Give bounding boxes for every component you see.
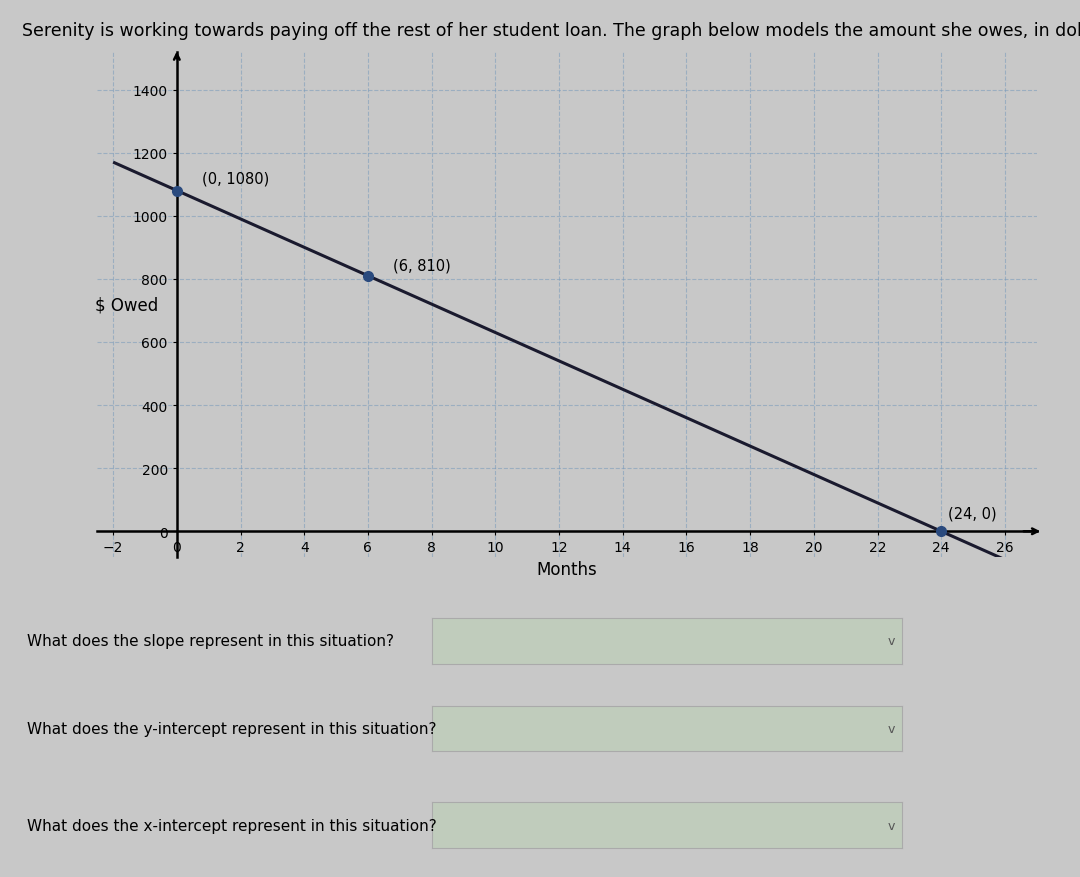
Y-axis label: $ Owed: $ Owed [95,296,159,314]
X-axis label: Months: Months [537,560,597,578]
Text: (24, 0): (24, 0) [947,505,996,520]
Text: What does the x-intercept represent in this situation?: What does the x-intercept represent in t… [27,817,436,833]
Text: v: v [888,635,894,647]
Text: What does the slope represent in this situation?: What does the slope represent in this si… [27,633,394,649]
Text: Serenity is working towards paying off the rest of her student loan. The graph b: Serenity is working towards paying off t… [22,22,1080,40]
Text: (6, 810): (6, 810) [393,258,451,273]
Text: (0, 1080): (0, 1080) [202,171,270,187]
Text: v: v [888,819,894,831]
Text: What does the y-intercept represent in this situation?: What does the y-intercept represent in t… [27,721,436,737]
Text: v: v [888,723,894,735]
